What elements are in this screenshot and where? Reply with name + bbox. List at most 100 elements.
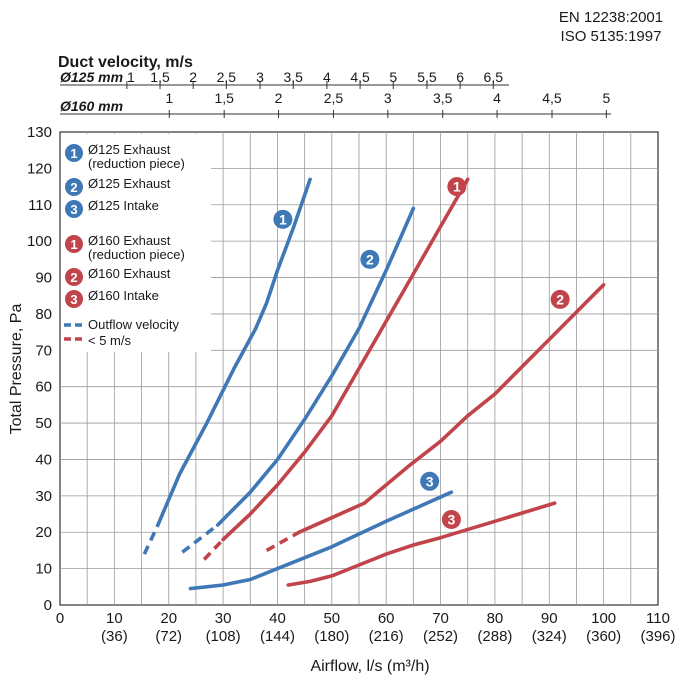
legend-item-label: Ø160 Exhaust <box>88 266 171 281</box>
series-marker-number: 2 <box>556 291 564 307</box>
x-tick-label: 60 <box>378 610 395 627</box>
top-axis-tick-label: 3,5 <box>433 90 453 106</box>
series-marker-number: 2 <box>366 251 374 267</box>
series-line <box>156 177 312 527</box>
legend-dashed-note: < 5 m/s <box>88 333 131 348</box>
x-tick-label: 80 <box>487 610 504 627</box>
x-tick-label-secondary: (36) <box>101 628 128 645</box>
legend-marker-number: 1 <box>70 237 77 252</box>
legend-item-label: Ø125 Exhaust <box>88 176 171 191</box>
series-marker-circle <box>447 177 467 197</box>
top-axis-tick-label: 1 <box>127 69 135 85</box>
x-tick-label-secondary: (216) <box>369 628 404 645</box>
x-tick-label: 30 <box>215 610 232 627</box>
series-line <box>221 177 470 542</box>
x-tick-label: 50 <box>323 610 340 627</box>
legend-item-label: Ø160 Intake <box>88 288 159 303</box>
top-axis-tick-label: 1 <box>165 90 173 106</box>
series-marker-circle <box>550 289 570 309</box>
top-axis-tick-label: 2 <box>275 90 283 106</box>
top-axis-row-label: Ø160 mm <box>60 98 123 114</box>
legend-marker-number: 3 <box>70 202 77 217</box>
y-tick-label: 10 <box>35 561 52 578</box>
y-tick-label: 60 <box>35 379 52 396</box>
top-axis-tick-label: 2 <box>189 69 197 85</box>
top-axis-tick-label: 1,5 <box>214 90 234 106</box>
series-marker-number: 3 <box>448 511 456 527</box>
standard-line-2: ISO 5135:1997 <box>561 28 662 45</box>
series-marker-circle <box>273 209 293 229</box>
series-layer <box>142 177 606 591</box>
legend-marker-number: 3 <box>70 292 77 307</box>
x-tick-label-secondary: (396) <box>640 628 675 645</box>
legend-marker-number: 1 <box>70 146 77 161</box>
x-axis: 0 10(36) 20(72) 30(108) 40(144) 50(180) 60(216… <box>56 610 676 645</box>
legend-background <box>61 134 211 352</box>
top-axis-tick-label: 2,5 <box>217 69 237 85</box>
top-axis-tick-label: 4 <box>493 90 501 106</box>
series-line-dashed <box>265 530 301 552</box>
y-tick-label: 110 <box>28 197 52 214</box>
series-marker-circle <box>420 471 440 491</box>
top-axis-tick-label: 3,5 <box>283 69 303 85</box>
top-axis-tick-label: 6,5 <box>484 69 504 85</box>
legend-marker-circle <box>65 144 83 162</box>
standard-line-1: EN 12238:2001 <box>559 9 663 26</box>
y-axis-title: Total Pressure, Pa <box>8 304 25 435</box>
x-tick-label-secondary: (108) <box>206 628 241 645</box>
y-tick-label: 70 <box>35 342 52 359</box>
x-tick-label: 90 <box>541 610 558 627</box>
legend-marker-circle <box>65 200 83 218</box>
legend-marker-number: 2 <box>70 270 77 285</box>
legend-dashed-note: Outflow velocity <box>88 317 180 332</box>
top-axis-tick-label: 1,5 <box>150 69 170 85</box>
legend-marker-circle <box>65 268 83 286</box>
x-tick-label: 70 <box>432 610 449 627</box>
legend-marker-circle <box>65 178 83 196</box>
x-tick-label-secondary: (252) <box>423 628 458 645</box>
legend-marker-circle <box>65 290 83 308</box>
x-tick-label: 20 <box>160 610 177 627</box>
legend-item-sublabel: (reduction piece) <box>88 247 185 262</box>
x-tick-label-secondary: (360) <box>586 628 621 645</box>
legend-item-label: Ø160 Exhaust <box>88 233 171 248</box>
top-axis-title: Duct velocity, m/s <box>58 54 193 71</box>
x-tick-label: 110 <box>646 610 670 627</box>
series-line <box>286 501 557 587</box>
x-tick-label: 0 <box>56 610 64 627</box>
x-tick-label-secondary: (324) <box>532 628 567 645</box>
x-tick-label-secondary: (72) <box>155 628 182 645</box>
legend-item-label: Ø125 Exhaust <box>88 142 171 157</box>
x-tick-label: 10 <box>106 610 123 627</box>
legend-marker-number: 2 <box>70 180 77 195</box>
y-tick-label: 90 <box>35 270 52 287</box>
series-line-dashed <box>202 538 225 561</box>
x-tick-label-secondary: (288) <box>477 628 512 645</box>
top-axis-row-label: Ø125 mm <box>60 69 123 85</box>
y-tick-label: 130 <box>27 124 52 141</box>
y-tick-label: 120 <box>27 160 52 177</box>
series-marker-number: 1 <box>279 211 287 227</box>
top-axis-tick-label: 3 <box>384 90 392 106</box>
y-axis: 0 10 20 30 40 50 60 70 80 90 100 110 120 130 <box>27 124 52 614</box>
x-tick-label: 100 <box>591 610 616 627</box>
x-tick-label: 40 <box>269 610 286 627</box>
y-tick-label: 40 <box>35 451 52 468</box>
x-tick-label-secondary: (144) <box>260 628 295 645</box>
series-line <box>188 490 454 591</box>
series-line-dashed <box>181 523 219 554</box>
top-axis-tick-label: 5 <box>602 90 610 106</box>
curve-markers: 1 2 3 1 2 3 <box>273 177 570 529</box>
series-marker-number: 1 <box>453 179 461 195</box>
y-tick-label: 30 <box>35 488 52 505</box>
y-tick-label: 0 <box>44 597 52 614</box>
series-marker-circle <box>360 249 380 269</box>
y-tick-label: 80 <box>35 306 52 323</box>
series-line <box>297 283 606 534</box>
series-line <box>215 206 416 527</box>
x-axis-title: Airflow, l/s (m³/h) <box>310 658 429 675</box>
top-axis-tick-label: 4 <box>323 69 331 85</box>
top-axis-tick-label: 2,5 <box>324 90 344 106</box>
